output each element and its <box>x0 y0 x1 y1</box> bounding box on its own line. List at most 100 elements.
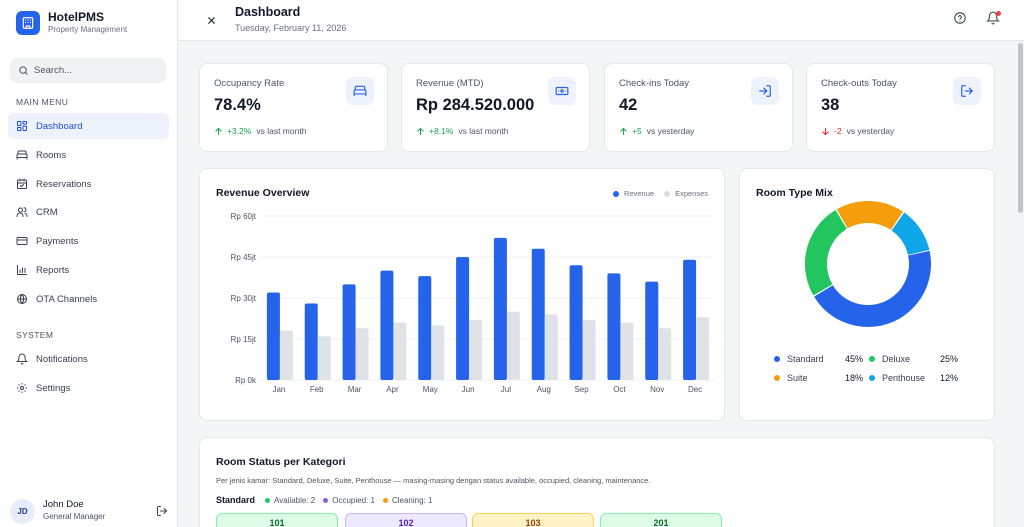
status-available: Available: 2 <box>265 496 315 505</box>
sidebar-item-rooms[interactable]: Rooms <box>8 142 169 168</box>
revenue-bar[interactable] <box>380 270 394 380</box>
page-title: Dashboard <box>235 5 301 19</box>
legend-label: Suite <box>787 372 808 383</box>
revenue-bar[interactable] <box>645 281 659 380</box>
donut-slice-deluxe[interactable] <box>805 201 931 327</box>
user-profile[interactable]: JD John Doe General Manager <box>10 498 170 524</box>
sidebar-item-label: Payments <box>36 235 79 247</box>
expenses-bar[interactable] <box>317 336 331 380</box>
revenue-overview-card: Revenue Overview Revenue Expenses Rp 0k R… <box>199 168 725 421</box>
login-icon <box>759 85 771 97</box>
revenue-bar[interactable] <box>607 273 621 380</box>
revenue-bar[interactable] <box>418 276 432 380</box>
room-status-card: Room Status per Kategori Per jenis kamar… <box>199 437 995 527</box>
users-icon <box>16 207 28 217</box>
sidebar-item-crm[interactable]: CRM <box>8 199 169 225</box>
sidebar-item-label: Settings <box>36 382 71 394</box>
bell-icon <box>985 11 1001 25</box>
expenses-bar[interactable] <box>620 322 634 380</box>
expenses-bar[interactable] <box>582 319 596 380</box>
legend-value: 18% <box>845 372 864 383</box>
legend-label: Revenue <box>624 189 655 198</box>
stat-value: 38 <box>821 96 840 114</box>
search-input[interactable] <box>34 65 154 76</box>
x-tick-label: Aug <box>537 385 551 394</box>
stat-card-revenue: Revenue (MTD) Rp 284.520.000 +8.1% vs la… <box>401 63 590 152</box>
sidebar-item-payments[interactable]: Payments <box>8 228 169 254</box>
category-name: Standard <box>216 495 256 505</box>
bell-icon <box>16 353 28 365</box>
stat-delta: +3.2% <box>227 126 252 136</box>
user-role: General Manager <box>43 512 106 521</box>
expenses-bar[interactable] <box>506 311 520 380</box>
sidebar-item-label: OTA Channels <box>36 293 98 305</box>
sidebar-item-dashboard[interactable]: Dashboard <box>8 113 169 139</box>
room-type-donut-chart <box>805 201 931 327</box>
sidebar: HotelPMS Property Management MAIN MENU D… <box>0 0 178 527</box>
revenue-bar[interactable] <box>569 265 583 380</box>
revenue-bar[interactable] <box>304 303 318 380</box>
sidebar-item-notifications[interactable]: Notifications <box>8 346 169 372</box>
room-tile[interactable]: 101 <box>216 513 338 527</box>
stat-icon-box <box>751 77 779 105</box>
donut-slice-standard[interactable] <box>805 201 931 327</box>
revenue-bar[interactable] <box>683 259 697 380</box>
expenses-bar[interactable] <box>393 322 407 380</box>
globe-icon <box>17 294 27 304</box>
revenue-bar[interactable] <box>456 257 470 380</box>
close-sidebar-button[interactable] <box>206 13 217 31</box>
expenses-bar[interactable] <box>544 314 558 380</box>
status-cleaning: Cleaning: 1 <box>382 495 433 505</box>
legend-label: Standard <box>787 353 824 364</box>
avatar: JD <box>10 498 35 524</box>
legend-label: Penthouse <box>882 372 926 383</box>
status-label: Cleaning: 1 <box>391 495 433 505</box>
stat-icon-box <box>346 77 374 105</box>
sidebar-item-ota-channels[interactable]: OTA Channels <box>8 286 169 312</box>
revenue-bar[interactable] <box>493 237 507 380</box>
help-button[interactable] <box>953 11 967 30</box>
x-tick-label: Sep <box>574 385 589 394</box>
sidebar-item-settings[interactable]: Settings <box>8 375 169 401</box>
expenses-bar[interactable] <box>279 330 293 380</box>
x-tick-label: Oct <box>613 385 626 394</box>
scrollbar-thumb[interactable] <box>1018 43 1023 213</box>
sidebar-item-reports[interactable]: Reports <box>8 257 169 283</box>
stat-card-checkouts: Check-outs Today 38 -2 vs yesterday <box>806 63 995 152</box>
stat-label: Revenue (MTD) <box>416 78 484 89</box>
stat-label: Check-ins Today <box>619 78 690 89</box>
y-tick-label: Rp 60jt <box>231 212 257 221</box>
expenses-bar[interactable] <box>431 325 445 380</box>
x-tick-label: Jan <box>272 385 285 394</box>
x-tick-label: Mar <box>348 385 362 394</box>
stat-compare: vs yesterday <box>846 126 895 136</box>
legend-item-deluxe: Deluxe 25% <box>869 354 964 364</box>
sidebar-item-reservations[interactable]: Reservations <box>8 171 169 197</box>
x-tick-label: May <box>423 385 438 394</box>
status-label: Occupied: 1 <box>332 495 375 505</box>
stat-label: Check-outs Today <box>821 78 897 89</box>
revenue-bar[interactable] <box>266 292 280 380</box>
chart-title: Room Type Mix <box>756 187 833 199</box>
expenses-bar[interactable] <box>658 328 672 380</box>
chart-title: Revenue Overview <box>216 187 310 199</box>
logout-button[interactable] <box>156 504 168 522</box>
main-menu-label: MAIN MENU <box>16 97 69 107</box>
notifications-button[interactable] <box>985 11 1001 30</box>
expenses-bar[interactable] <box>696 317 710 380</box>
expenses-bar[interactable] <box>355 328 369 380</box>
room-tile[interactable]: 103 <box>472 513 594 527</box>
room-tile[interactable]: 102 <box>345 513 467 527</box>
expenses-bar[interactable] <box>469 319 483 380</box>
stat-label: Occupancy Rate <box>214 78 285 89</box>
brand[interactable]: HotelPMS Property Management <box>16 10 127 35</box>
arrow-up-icon <box>417 127 424 135</box>
legend-item-expenses: Expenses <box>664 189 708 198</box>
room-tile[interactable]: 201 <box>600 513 722 527</box>
donut-slice-suite[interactable] <box>805 201 931 327</box>
revenue-bar[interactable] <box>531 248 545 380</box>
revenue-bar[interactable] <box>342 284 356 380</box>
sidebar-item-label: Reservations <box>36 178 92 190</box>
scrollbar[interactable] <box>1016 41 1024 527</box>
legend-item-suite: Suite 18% <box>774 373 869 383</box>
